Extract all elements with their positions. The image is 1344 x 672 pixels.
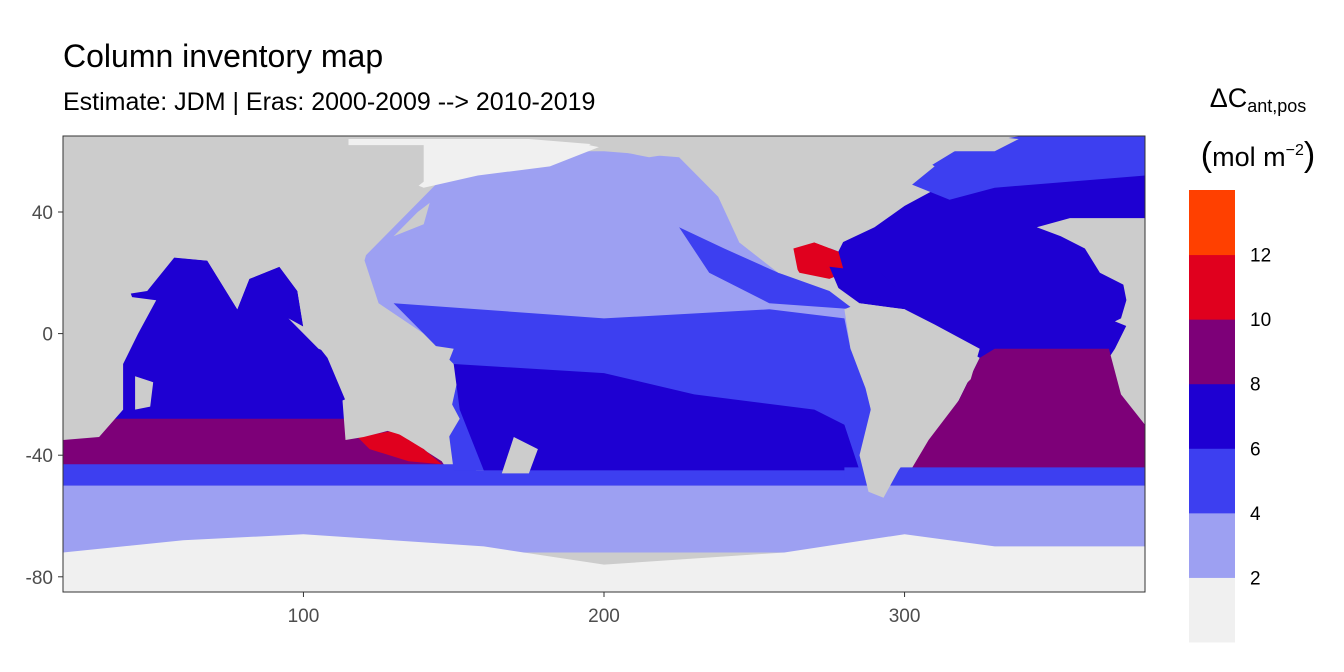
- legend-label: 4: [1250, 504, 1261, 525]
- caribbean-6-8: [829, 266, 899, 304]
- north-atlantic-4-6: [904, 136, 1145, 200]
- legend-label: 12: [1250, 246, 1271, 267]
- legend-swatch: [1189, 190, 1235, 256]
- legend: 2 4 6 8 10 12: [1189, 190, 1271, 643]
- southern-indian-4-6: [63, 464, 484, 477]
- legend-title-line2: (mol m−2): [1200, 136, 1316, 174]
- continent-land: [342, 370, 460, 450]
- legend-swatch: [1189, 254, 1235, 320]
- legend-label: 10: [1250, 310, 1271, 331]
- y-tick-label: 40: [32, 203, 53, 224]
- ocean-band-southern-2-4: [63, 485, 1145, 553]
- legend-swatch: [1189, 577, 1235, 643]
- legend-swatch: [1189, 512, 1235, 578]
- continent-land: [393, 339, 454, 364]
- legend-swatch: [1189, 383, 1235, 449]
- continent-land: [940, 136, 1019, 152]
- continent-land: [844, 303, 980, 498]
- continent-land: [589, 136, 935, 279]
- ne-pacific-4-6: [679, 227, 854, 310]
- continent-land: [63, 145, 424, 331]
- south-atlantic-4-6: [844, 467, 1145, 480]
- legend-label: 2: [1250, 568, 1261, 589]
- continent-land: [393, 202, 430, 237]
- legend-swatch: [1189, 448, 1235, 514]
- south-atlantic-8-10: [910, 348, 1145, 471]
- legend-swatch: [1189, 319, 1235, 385]
- indian-ocean-6-8: [63, 257, 445, 471]
- x-tick-label: 100: [288, 606, 320, 627]
- chart-title: Column inventory map: [63, 38, 384, 74]
- continent-land: [1036, 218, 1145, 334]
- x-tick-label: 200: [588, 606, 620, 627]
- y-tick-label: 0: [42, 325, 53, 346]
- continent-land: [288, 318, 358, 361]
- antarctic-lt2: [63, 534, 1145, 592]
- legend-label: 8: [1250, 375, 1261, 396]
- continent-land: [501, 437, 538, 474]
- chart-subtitle: Estimate: JDM | Eras: 2000-2009 --> 2010…: [63, 88, 596, 116]
- legend-title-line1: ΔCant,pos: [1209, 83, 1307, 116]
- map-panel: [63, 136, 1145, 592]
- south-australia-10-12: [357, 430, 442, 465]
- legend-label: 6: [1250, 439, 1261, 460]
- south-pacific-6-8: [453, 364, 860, 471]
- continent-land: [63, 236, 157, 440]
- y-tick-label: -80: [26, 568, 53, 589]
- x-tick-label: 300: [889, 606, 921, 627]
- continent-land: [135, 376, 154, 410]
- y-tick-label: -40: [26, 446, 53, 467]
